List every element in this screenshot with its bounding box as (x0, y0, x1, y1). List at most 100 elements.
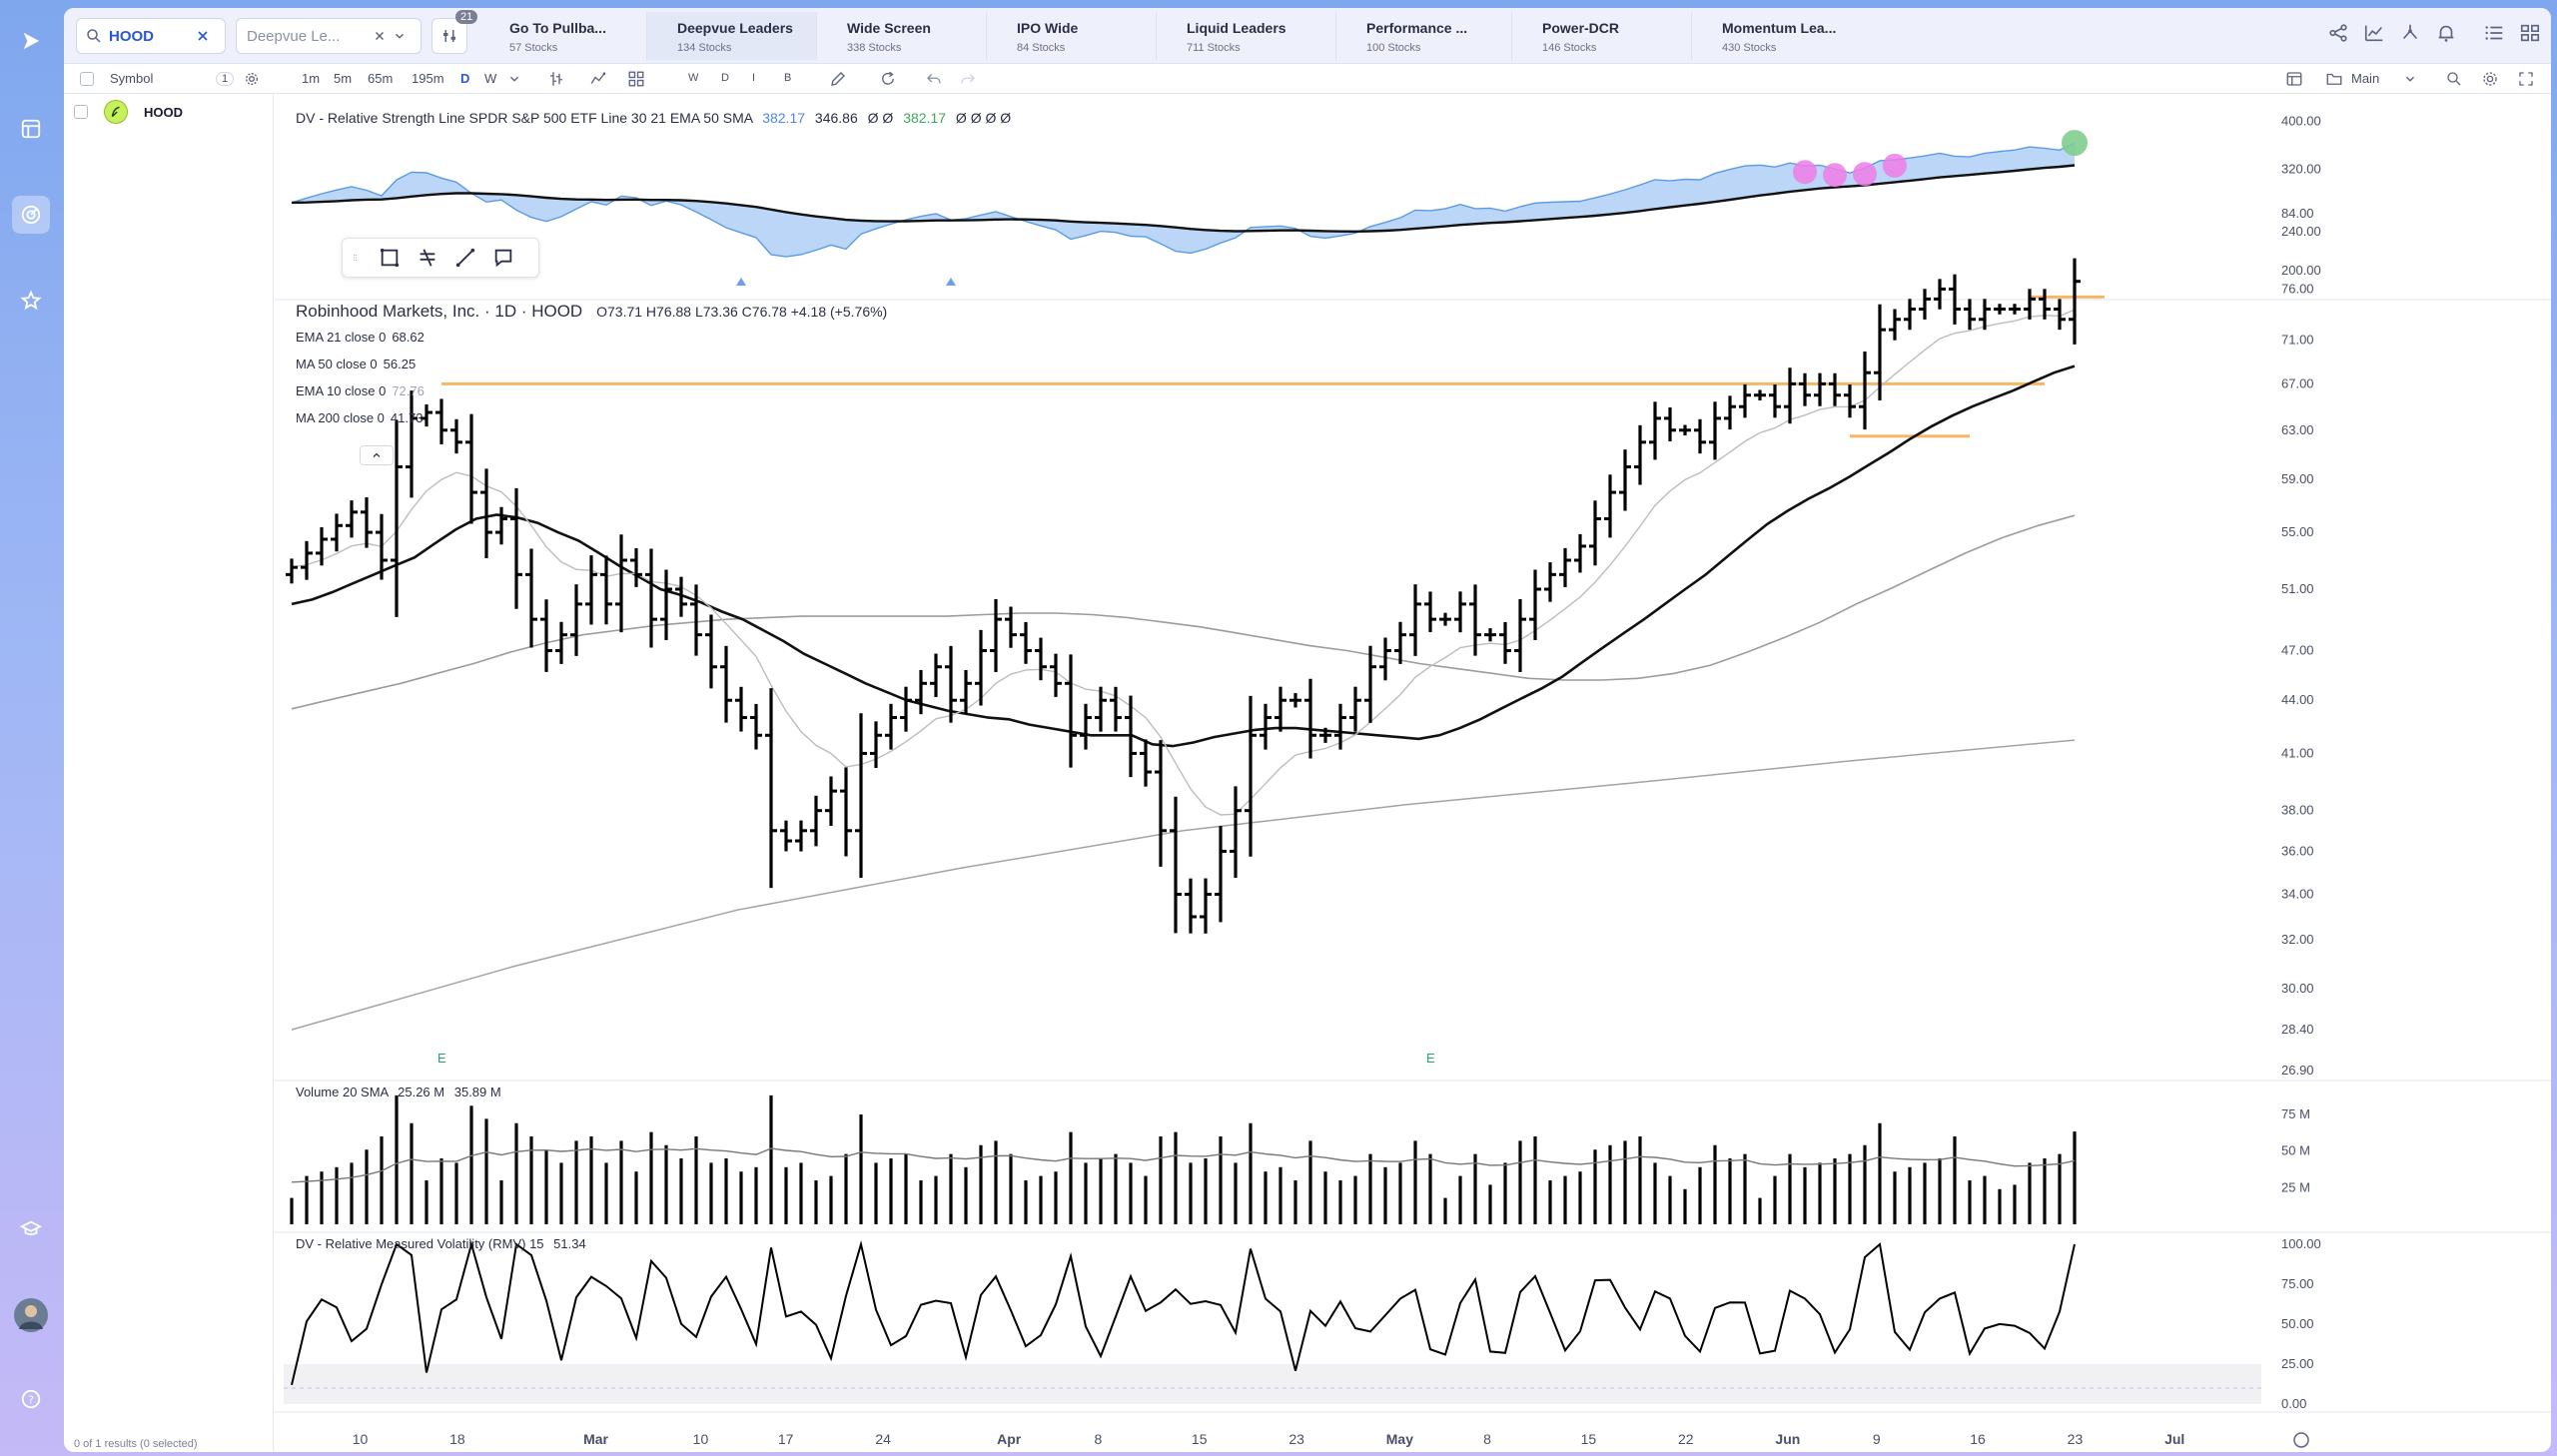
tab-power-dcr[interactable]: Power-DCR 146 Stocks (1512, 12, 1692, 60)
tab-momentum-leaders[interactable]: Momentum Lea... 430 Stocks (1692, 12, 1882, 60)
redo-icon[interactable] (959, 70, 977, 88)
mode-w[interactable]: W (688, 72, 699, 84)
clear-search-icon[interactable] (195, 28, 211, 44)
symbol-count-badge: 1 (216, 72, 235, 86)
price-bar (1889, 309, 1901, 341)
refresh-icon[interactable] (879, 70, 897, 88)
sliders-icon (443, 30, 455, 42)
chevron-down-icon[interactable] (393, 29, 407, 43)
price-axis-label: 44.00 (2281, 692, 2314, 707)
price-bar (1544, 562, 1556, 602)
interval-65m[interactable]: 65m (368, 71, 394, 86)
interval-1m[interactable]: 1m (302, 71, 321, 86)
grid-layout-icon[interactable] (2519, 22, 2541, 44)
tab-count: 711 Stocks (1187, 42, 1241, 54)
time-axis-label: 16 (1970, 1431, 1986, 1447)
settings-icon[interactable] (2481, 70, 2499, 88)
time-axis-label: 10 (353, 1431, 369, 1447)
interval-195m[interactable]: 195m (412, 71, 444, 86)
price-axis-label: 84.00 (2281, 206, 2314, 221)
rmv-value: 51.34 (553, 1236, 586, 1251)
collapse-legend-button[interactable] (360, 445, 394, 465)
watchlist-tab-bar: Deepvue Le... 21 Go To Pullba... 57 Stoc… (64, 8, 2551, 64)
list-icon[interactable] (2483, 22, 2505, 44)
rmv-axis-label: 75.00 (2281, 1276, 2314, 1291)
tab-wide-screen[interactable]: Wide Screen 338 Stocks (817, 12, 987, 60)
comment-tool-icon[interactable] (492, 247, 514, 269)
select-all-checkbox[interactable] (80, 72, 94, 86)
price-bar (346, 500, 358, 538)
pencil-icon[interactable] (829, 70, 847, 88)
price-bar (1784, 367, 1796, 424)
price-bar (1080, 703, 1092, 750)
symbol-search[interactable] (76, 18, 226, 54)
folder-icon[interactable] (2325, 70, 2343, 88)
avatar[interactable] (12, 1296, 50, 1334)
watchlist-select[interactable]: Deepvue Le... (236, 18, 422, 54)
scanner-icon[interactable] (2399, 22, 2421, 44)
price-bar (435, 398, 447, 444)
interval-5m[interactable]: 5m (334, 71, 353, 86)
close-icon[interactable] (373, 29, 387, 43)
time-axis-label: 8 (1483, 1431, 1491, 1447)
tab-title: IPO Wide (1017, 20, 1079, 36)
mode-i[interactable]: I (752, 72, 756, 84)
chevron-down-icon[interactable] (2403, 72, 2417, 86)
search-input[interactable] (109, 27, 189, 45)
tab-deepvue-leaders[interactable]: Deepvue Leaders 134 Stocks (647, 12, 817, 60)
mode-d[interactable]: D (721, 72, 729, 84)
time-axis-label: 22 (1678, 1431, 1694, 1447)
price-axis-label: 34.00 (2281, 887, 2314, 902)
charts-icon[interactable] (12, 196, 50, 234)
star-icon[interactable] (12, 282, 50, 320)
row-checkbox[interactable] (74, 105, 88, 119)
drag-handle-icon[interactable] (353, 247, 363, 269)
price-bar (825, 776, 837, 826)
layout-name[interactable]: Main (2351, 71, 2380, 86)
indicator-ema21: EMA 21 close 0 68.62 (296, 330, 425, 345)
mode-b[interactable]: B (784, 72, 792, 84)
learn-icon[interactable] (12, 1210, 50, 1248)
logo-icon[interactable] (12, 22, 50, 60)
help-icon[interactable]: ? (12, 1380, 50, 1418)
rectangle-tool-icon[interactable] (379, 247, 401, 269)
tab-liquid-leaders[interactable]: Liquid Leaders 711 Stocks (1157, 12, 1336, 60)
filter-button[interactable] (431, 18, 467, 54)
dashboard-icon[interactable] (12, 110, 50, 148)
price-bar (1260, 703, 1272, 750)
tab-performance[interactable]: Performance ... 100 Stocks (1336, 12, 1512, 60)
zoom-icon[interactable] (2445, 70, 2463, 88)
share-icon[interactable] (2327, 22, 2349, 44)
bar-style-icon[interactable] (547, 70, 565, 88)
price-bar (316, 527, 328, 566)
price-bar (1994, 304, 2006, 315)
price-bar (1215, 826, 1227, 923)
trendline-tool-icon[interactable] (454, 247, 476, 269)
chevron-down-icon[interactable] (507, 72, 521, 86)
template-icon[interactable] (2285, 70, 2303, 88)
tab-title: Power-DCR (1542, 20, 1620, 36)
fib-tool-icon[interactable] (417, 247, 438, 269)
bell-icon[interactable] (2435, 22, 2457, 44)
interval-w[interactable]: W (484, 71, 497, 86)
price-bar (480, 468, 492, 558)
list-item[interactable]: HOOD (74, 100, 183, 124)
tab-go-to-pullbacks[interactable]: Go To Pullba... 57 Stocks (479, 12, 647, 60)
price-bar (1964, 299, 1976, 331)
rs-axis-label: 240.00 (2281, 224, 2321, 239)
price-bar (2024, 289, 2036, 320)
rs-legend-title: DV - Relative Strength Line SPDR S&P 500… (296, 110, 753, 126)
indicators-icon[interactable] (589, 70, 607, 88)
rs-fill-area (292, 143, 2075, 258)
symbol-list: HOOD 0 of 1 results (0 selected) (64, 94, 274, 1452)
rs-line (291, 142, 2076, 258)
line-chart-icon[interactable] (2363, 22, 2385, 44)
undo-icon[interactable] (925, 70, 943, 88)
gear-icon[interactable] (244, 71, 260, 87)
price-bar (1904, 299, 1916, 331)
layout-icon[interactable] (627, 70, 645, 88)
fullscreen-icon[interactable] (2517, 70, 2535, 88)
interval-d[interactable]: D (460, 71, 470, 86)
tab-ipo-wide[interactable]: IPO Wide 84 Stocks (987, 12, 1157, 60)
